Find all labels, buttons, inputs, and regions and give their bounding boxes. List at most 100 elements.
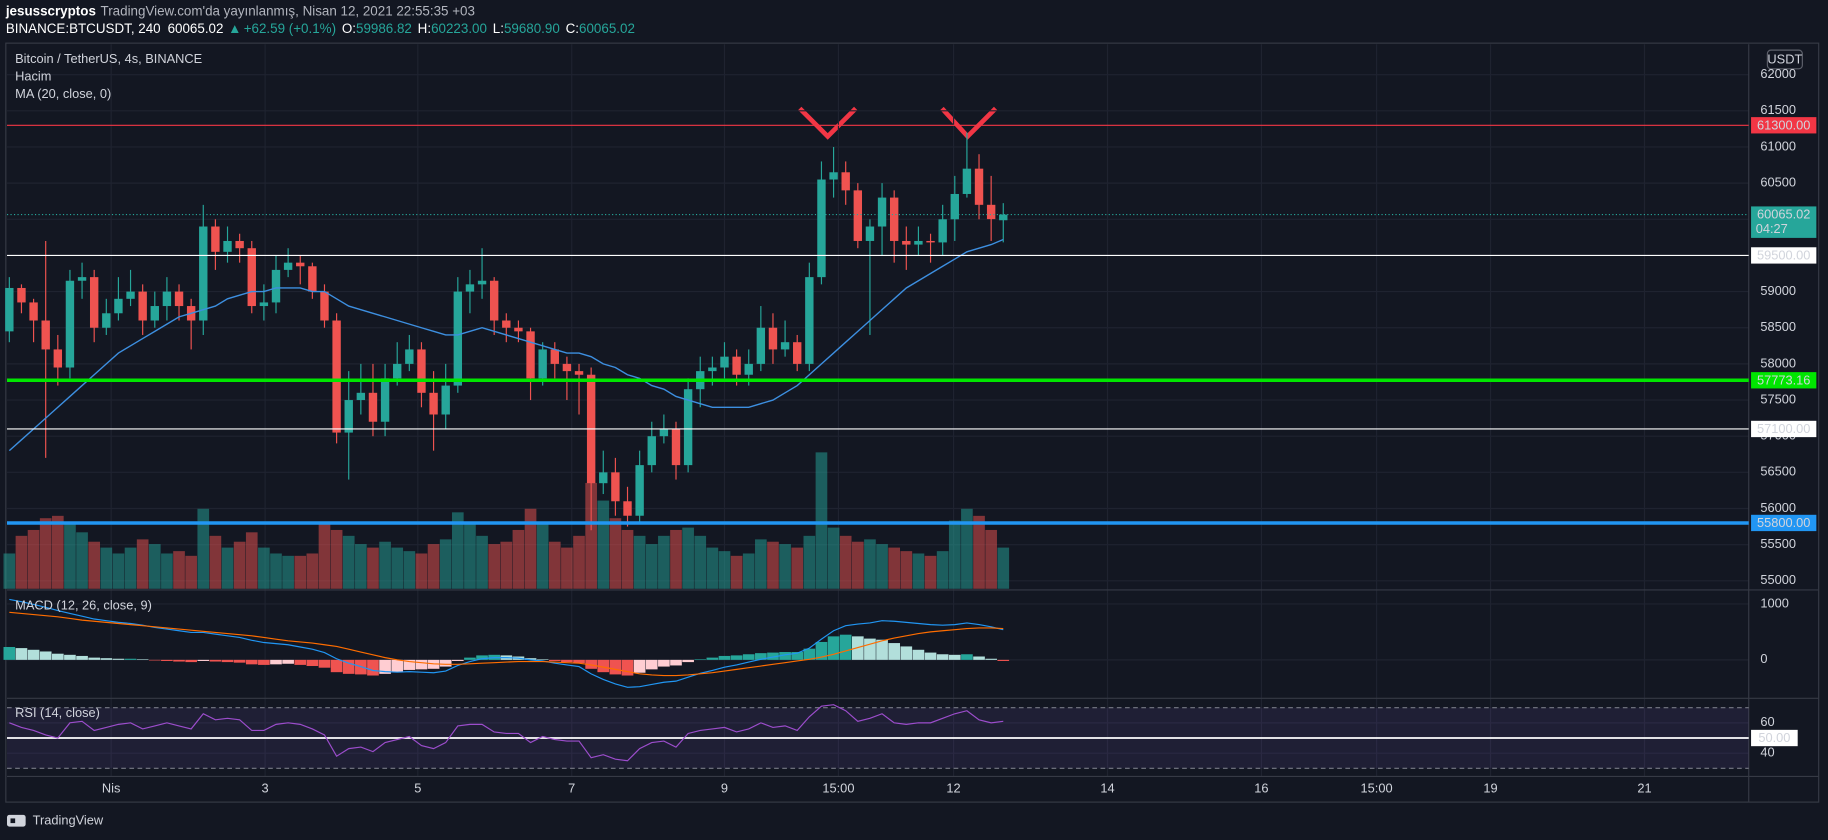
top-marker	[798, 106, 858, 140]
candle-body	[368, 392, 378, 422]
volume-bar	[221, 547, 234, 589]
candle-body	[5, 287, 14, 332]
up-arrow: ▲	[228, 21, 241, 36]
y-tick-label: 58500	[1760, 319, 1796, 334]
x-tick-label: 9	[721, 781, 728, 796]
rsi-title: RSI (14, close)	[15, 705, 100, 720]
candle-body	[623, 501, 632, 516]
macd-histogram-bar	[197, 659, 210, 661]
macd-histogram-bar	[3, 646, 16, 660]
x-tick-label: Nis	[102, 781, 121, 796]
volume-bar	[488, 544, 501, 589]
volume-bar	[258, 547, 270, 589]
macd-histogram-bar	[439, 659, 452, 667]
ohlc-value: 60223.00	[431, 21, 487, 36]
header-line-1: jesusscryptos TradingView.com'da yayınlan…	[5, 3, 475, 18]
macd-histogram-bar	[973, 656, 985, 660]
volume-title: Hacim	[15, 68, 51, 83]
candle-body	[914, 240, 923, 245]
macd-histogram-bar	[476, 655, 488, 660]
macd-histogram-bar	[209, 659, 222, 662]
candle-body	[829, 172, 838, 180]
candle-body	[526, 331, 535, 379]
macd-histogram-bar	[185, 659, 197, 663]
volume-bar	[694, 535, 707, 589]
ohlc-key: O:	[342, 21, 356, 36]
macd-histogram-bar	[985, 658, 997, 660]
macd-histogram-bar	[136, 659, 149, 660]
volume-bar	[827, 527, 840, 589]
candle-body	[647, 436, 656, 466]
last-price-label: 60065.02	[1757, 207, 1810, 222]
y-tick-label: 61000	[1760, 138, 1796, 153]
candle-body	[393, 363, 402, 379]
volume-bar	[209, 535, 222, 589]
volume-bar	[39, 518, 52, 589]
macd-histogram-bar	[64, 654, 76, 660]
currency-badge	[1766, 49, 1803, 70]
volume-bar	[124, 547, 137, 589]
candle-body	[199, 226, 208, 321]
macd-histogram-bar	[379, 659, 391, 674]
volume-bar	[512, 529, 525, 589]
candle-body	[853, 190, 863, 241]
macd-histogram-bar	[755, 653, 767, 660]
macd-title: MACD (12, 26, close, 9)	[15, 598, 152, 613]
volume-bar	[936, 551, 949, 589]
candle-body	[562, 363, 572, 372]
macd-histogram-bar	[403, 659, 416, 670]
candle-body	[732, 356, 741, 375]
level-label: 61300.00	[1757, 117, 1810, 132]
candle-body	[938, 219, 947, 243]
candle-body	[599, 472, 608, 484]
volume-bar	[888, 547, 901, 589]
volume-bar	[464, 524, 476, 589]
volume-bar	[330, 529, 343, 589]
top-marker	[940, 106, 998, 140]
candle-body	[502, 320, 511, 328]
macd-histogram-bar	[742, 654, 755, 660]
volume-bar	[609, 518, 622, 589]
volume-bar	[948, 520, 961, 589]
y-tick-label: 55500	[1760, 536, 1796, 551]
volume-bar	[912, 553, 925, 589]
candle-body	[574, 371, 584, 375]
candle-body	[635, 465, 644, 516]
macd-histogram-bar	[888, 643, 901, 660]
candle-body	[380, 378, 390, 422]
candle-body	[962, 168, 972, 194]
macd-histogram-bar	[270, 659, 282, 665]
y-tick-label: 60	[1760, 714, 1774, 729]
macd-histogram-bar	[173, 659, 185, 662]
macd-histogram-bar	[451, 659, 464, 661]
volume-bar	[864, 539, 876, 589]
volume-bar	[876, 544, 888, 589]
volume-bar	[51, 515, 64, 589]
volume-bar	[839, 535, 852, 589]
candle-body	[89, 277, 99, 328]
x-tick-label: 3	[262, 781, 269, 796]
candle-body	[514, 327, 523, 332]
macd-histogram-bar	[161, 659, 173, 661]
macd-histogram-bar	[27, 649, 40, 660]
x-tick-label: 5	[414, 781, 421, 796]
candle-body	[465, 284, 475, 292]
volume-bar	[730, 555, 743, 589]
candle-body	[708, 367, 717, 372]
rsi-midline-label-bg	[1751, 729, 1798, 747]
volume-bar	[573, 535, 585, 589]
volume-bar	[367, 547, 379, 589]
ma-line	[8, 238, 1004, 452]
header-line-2: BINANCE:BTCUSDT, 240 60065.02 ▲ +62.59 (+0.…	[6, 21, 635, 36]
candle-body	[356, 392, 366, 401]
macd-histogram-bar	[536, 659, 549, 660]
y-tick-label: 40	[1760, 745, 1774, 760]
candle-body	[405, 349, 414, 364]
volume-bar	[767, 541, 779, 589]
y-tick-label: 62000	[1760, 66, 1796, 81]
candle-body	[247, 248, 256, 307]
y-tick-label: 58000	[1760, 355, 1796, 370]
level-label-bg	[1751, 514, 1817, 532]
candle-body	[538, 349, 547, 379]
candle-body	[768, 327, 778, 350]
